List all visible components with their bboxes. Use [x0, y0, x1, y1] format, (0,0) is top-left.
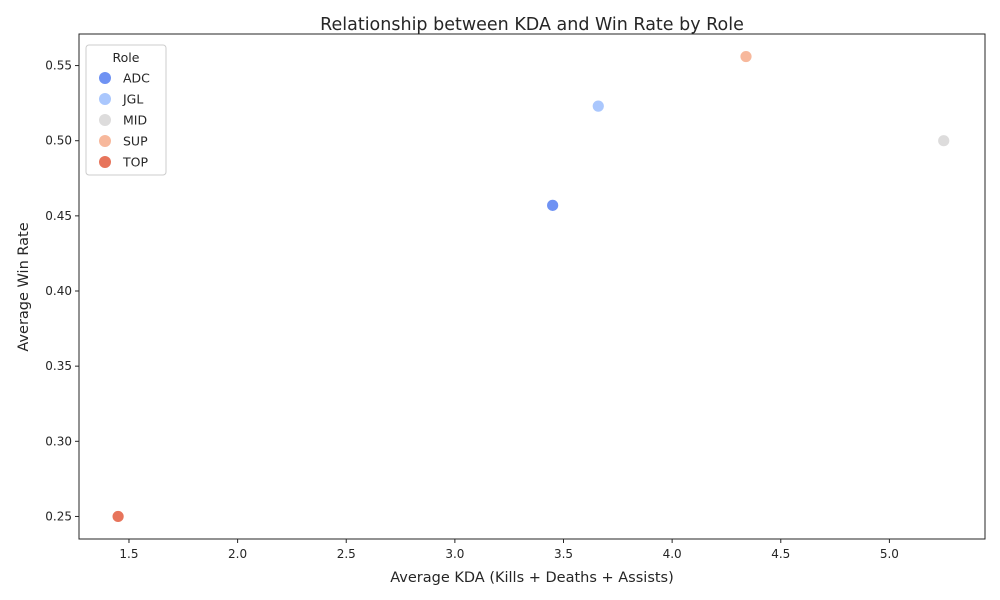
legend-label-adc: ADC	[123, 71, 150, 86]
y-tick-label: 0.50	[45, 134, 72, 148]
data-point-adc	[546, 198, 560, 212]
y-tick-label: 0.55	[45, 59, 72, 73]
data-point-top	[111, 510, 125, 523]
y-tick-label: 0.25	[45, 509, 72, 523]
x-tick-label: 5.0	[880, 547, 899, 561]
y-axis-ticks: 0.25 0.30 0.35 0.40 0.45 0.50 0.55	[45, 59, 79, 523]
y-tick-label: 0.40	[45, 284, 72, 298]
data-point-sup	[739, 50, 753, 63]
data-points	[111, 50, 951, 523]
legend-label-sup: SUP	[123, 134, 148, 149]
x-tick-label: 1.5	[119, 547, 138, 561]
y-axis-label: Average Win Rate	[16, 222, 32, 351]
x-tick-label: 2.5	[337, 547, 356, 561]
legend-label-top: TOP	[122, 155, 148, 170]
x-tick-label: 2.0	[228, 547, 247, 561]
y-tick-label: 0.30	[45, 434, 72, 448]
x-tick-label: 4.0	[663, 547, 682, 561]
x-axis-ticks: 1.5 2.0 2.5 3.0 3.5 4.0 4.5 5.0	[119, 539, 899, 561]
legend-marker-adc	[99, 72, 111, 84]
x-tick-label: 3.0	[445, 547, 464, 561]
x-tick-label: 3.5	[554, 547, 573, 561]
y-tick-label: 0.35	[45, 359, 72, 373]
y-tick-label: 0.45	[45, 209, 72, 223]
legend-label-mid: MID	[123, 113, 147, 128]
legend: Role ADC JGL MID SUP TOP	[85, 44, 167, 176]
x-axis-label: Average KDA (Kills + Deaths + Assists)	[390, 570, 674, 586]
legend-marker-mid	[99, 114, 111, 126]
legend-marker-top	[99, 156, 111, 168]
data-point-mid	[937, 134, 951, 148]
legend-marker-jgl	[99, 93, 111, 105]
chart-title: Relationship between KDA and Win Rate by…	[320, 15, 744, 35]
legend-label-jgl: JGL	[122, 92, 143, 107]
legend-items: ADC JGL MID SUP TOP	[99, 71, 150, 170]
plot-area-frame	[78, 33, 986, 540]
data-point-jgl	[591, 99, 605, 113]
x-tick-label: 4.5	[771, 547, 790, 561]
legend-title: Role	[113, 50, 140, 65]
legend-marker-sup	[99, 135, 111, 147]
